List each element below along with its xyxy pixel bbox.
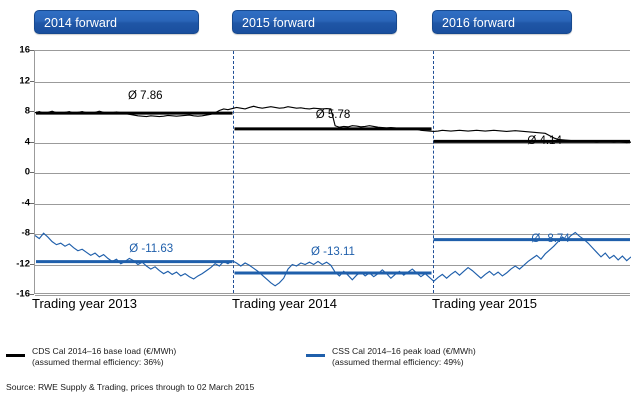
y-axis-tickmark-12 xyxy=(30,80,34,82)
y-axis-tick-4: 4 xyxy=(24,136,30,147)
series-svg xyxy=(34,105,632,287)
y-axis-tickmark-16 xyxy=(30,50,34,51)
gridline--4 xyxy=(35,203,630,205)
series-layer xyxy=(34,51,632,293)
gridline--12 xyxy=(35,264,630,266)
gridline--16 xyxy=(35,295,630,296)
gridline-8 xyxy=(35,112,630,113)
y-axis-tickmark-0 xyxy=(30,172,34,173)
legend-sublabel-base-load: (assumed thermal efficiency: 36%) xyxy=(32,357,164,367)
y-axis-tick-16: 16 xyxy=(19,44,30,56)
y-axis-tickmark-8 xyxy=(30,111,34,112)
x-axis-labels: Trading year 2013 Trading year 2014 Trad… xyxy=(0,296,640,320)
peak-average-label-0: Ø -11.63 xyxy=(129,243,174,256)
peak-average-label-1: Ø -13.11 xyxy=(311,245,355,258)
base-average-label-0: Ø 7.86 xyxy=(127,89,163,102)
y-axis-tickmark--4 xyxy=(30,202,34,204)
plot-area: Ø 7.86 Ø 5.78 Ø 4.14 Ø -11.63 Ø -13.11 Ø -8.7… xyxy=(34,50,632,296)
y-axis-tickmark--16 xyxy=(30,294,34,295)
gridline--8 xyxy=(35,234,630,235)
gridline-12 xyxy=(35,81,630,83)
y-axis-tick--8: -8 xyxy=(21,227,30,239)
y-axis-tick-8: 8 xyxy=(24,105,30,117)
y-axis-tickmark--12 xyxy=(30,263,34,265)
peak-average-label-2: Ø -8.74 xyxy=(531,233,570,246)
y-axis-tick--12: -12 xyxy=(16,258,30,269)
gridline-4 xyxy=(35,142,630,144)
annotation-layer: Ø 7.86 Ø 5.78 Ø 4.14 Ø -11.63 Ø -13.11 Ø -8.7… xyxy=(35,51,630,293)
tab-2014-forward[interactable]: 2014 forward xyxy=(34,10,199,34)
gridline-0 xyxy=(35,173,630,174)
base-average-label-2: Ø 4.14 xyxy=(527,134,562,147)
y-axis-tick-0: 0 xyxy=(24,166,30,178)
clean-spark-spread-chart: Ø 7.86 Ø 5.78 Ø 4.14 Ø -11.63 Ø -13.11 Ø -8.7… xyxy=(0,44,640,300)
y-axis-tickmark--8 xyxy=(30,233,34,234)
x-axis-label-trading-year-2013: Trading year 2013 xyxy=(32,296,138,311)
source-note: Source: RWE Supply & Trading, prices thr… xyxy=(6,382,255,392)
peak-load-swatch-icon xyxy=(306,354,325,357)
tab-2016-forward[interactable]: 2016 forward xyxy=(432,10,572,34)
grid-layer xyxy=(35,51,630,296)
base-load-swatch-icon xyxy=(6,354,25,357)
y-axis-tick-12: 12 xyxy=(19,75,30,86)
legend-label-peak-load: CSS Cal 2014–16 peak load (€/MWh) xyxy=(332,346,476,356)
y-axis-tick--4: -4 xyxy=(21,197,30,208)
tab-2015-forward[interactable]: 2015 forward xyxy=(232,10,397,34)
base-load-line xyxy=(34,105,632,144)
base-average-label-1: Ø 5.78 xyxy=(315,109,351,122)
x-axis-label-trading-year-2014: Trading year 2014 xyxy=(232,296,338,311)
legend-sublabel-peak-load: (assumed thermal efficiency: 49%) xyxy=(332,357,464,367)
forward-year-tabs: 2014 forward 2015 forward 2016 forward xyxy=(0,0,640,44)
chart-legend: CDS Cal 2014–16 base load (€/MWh) (assum… xyxy=(0,344,640,384)
x-axis-label-trading-year-2015: Trading year 2015 xyxy=(432,296,538,311)
y-axis-tickmark-4 xyxy=(30,141,34,143)
segment-divider-2 xyxy=(432,51,434,293)
segment-divider-1 xyxy=(233,51,235,293)
y-axis-tick--16: -16 xyxy=(16,288,30,300)
legend-label-base-load: CDS Cal 2014–16 base load (€/MWh) xyxy=(32,346,177,356)
